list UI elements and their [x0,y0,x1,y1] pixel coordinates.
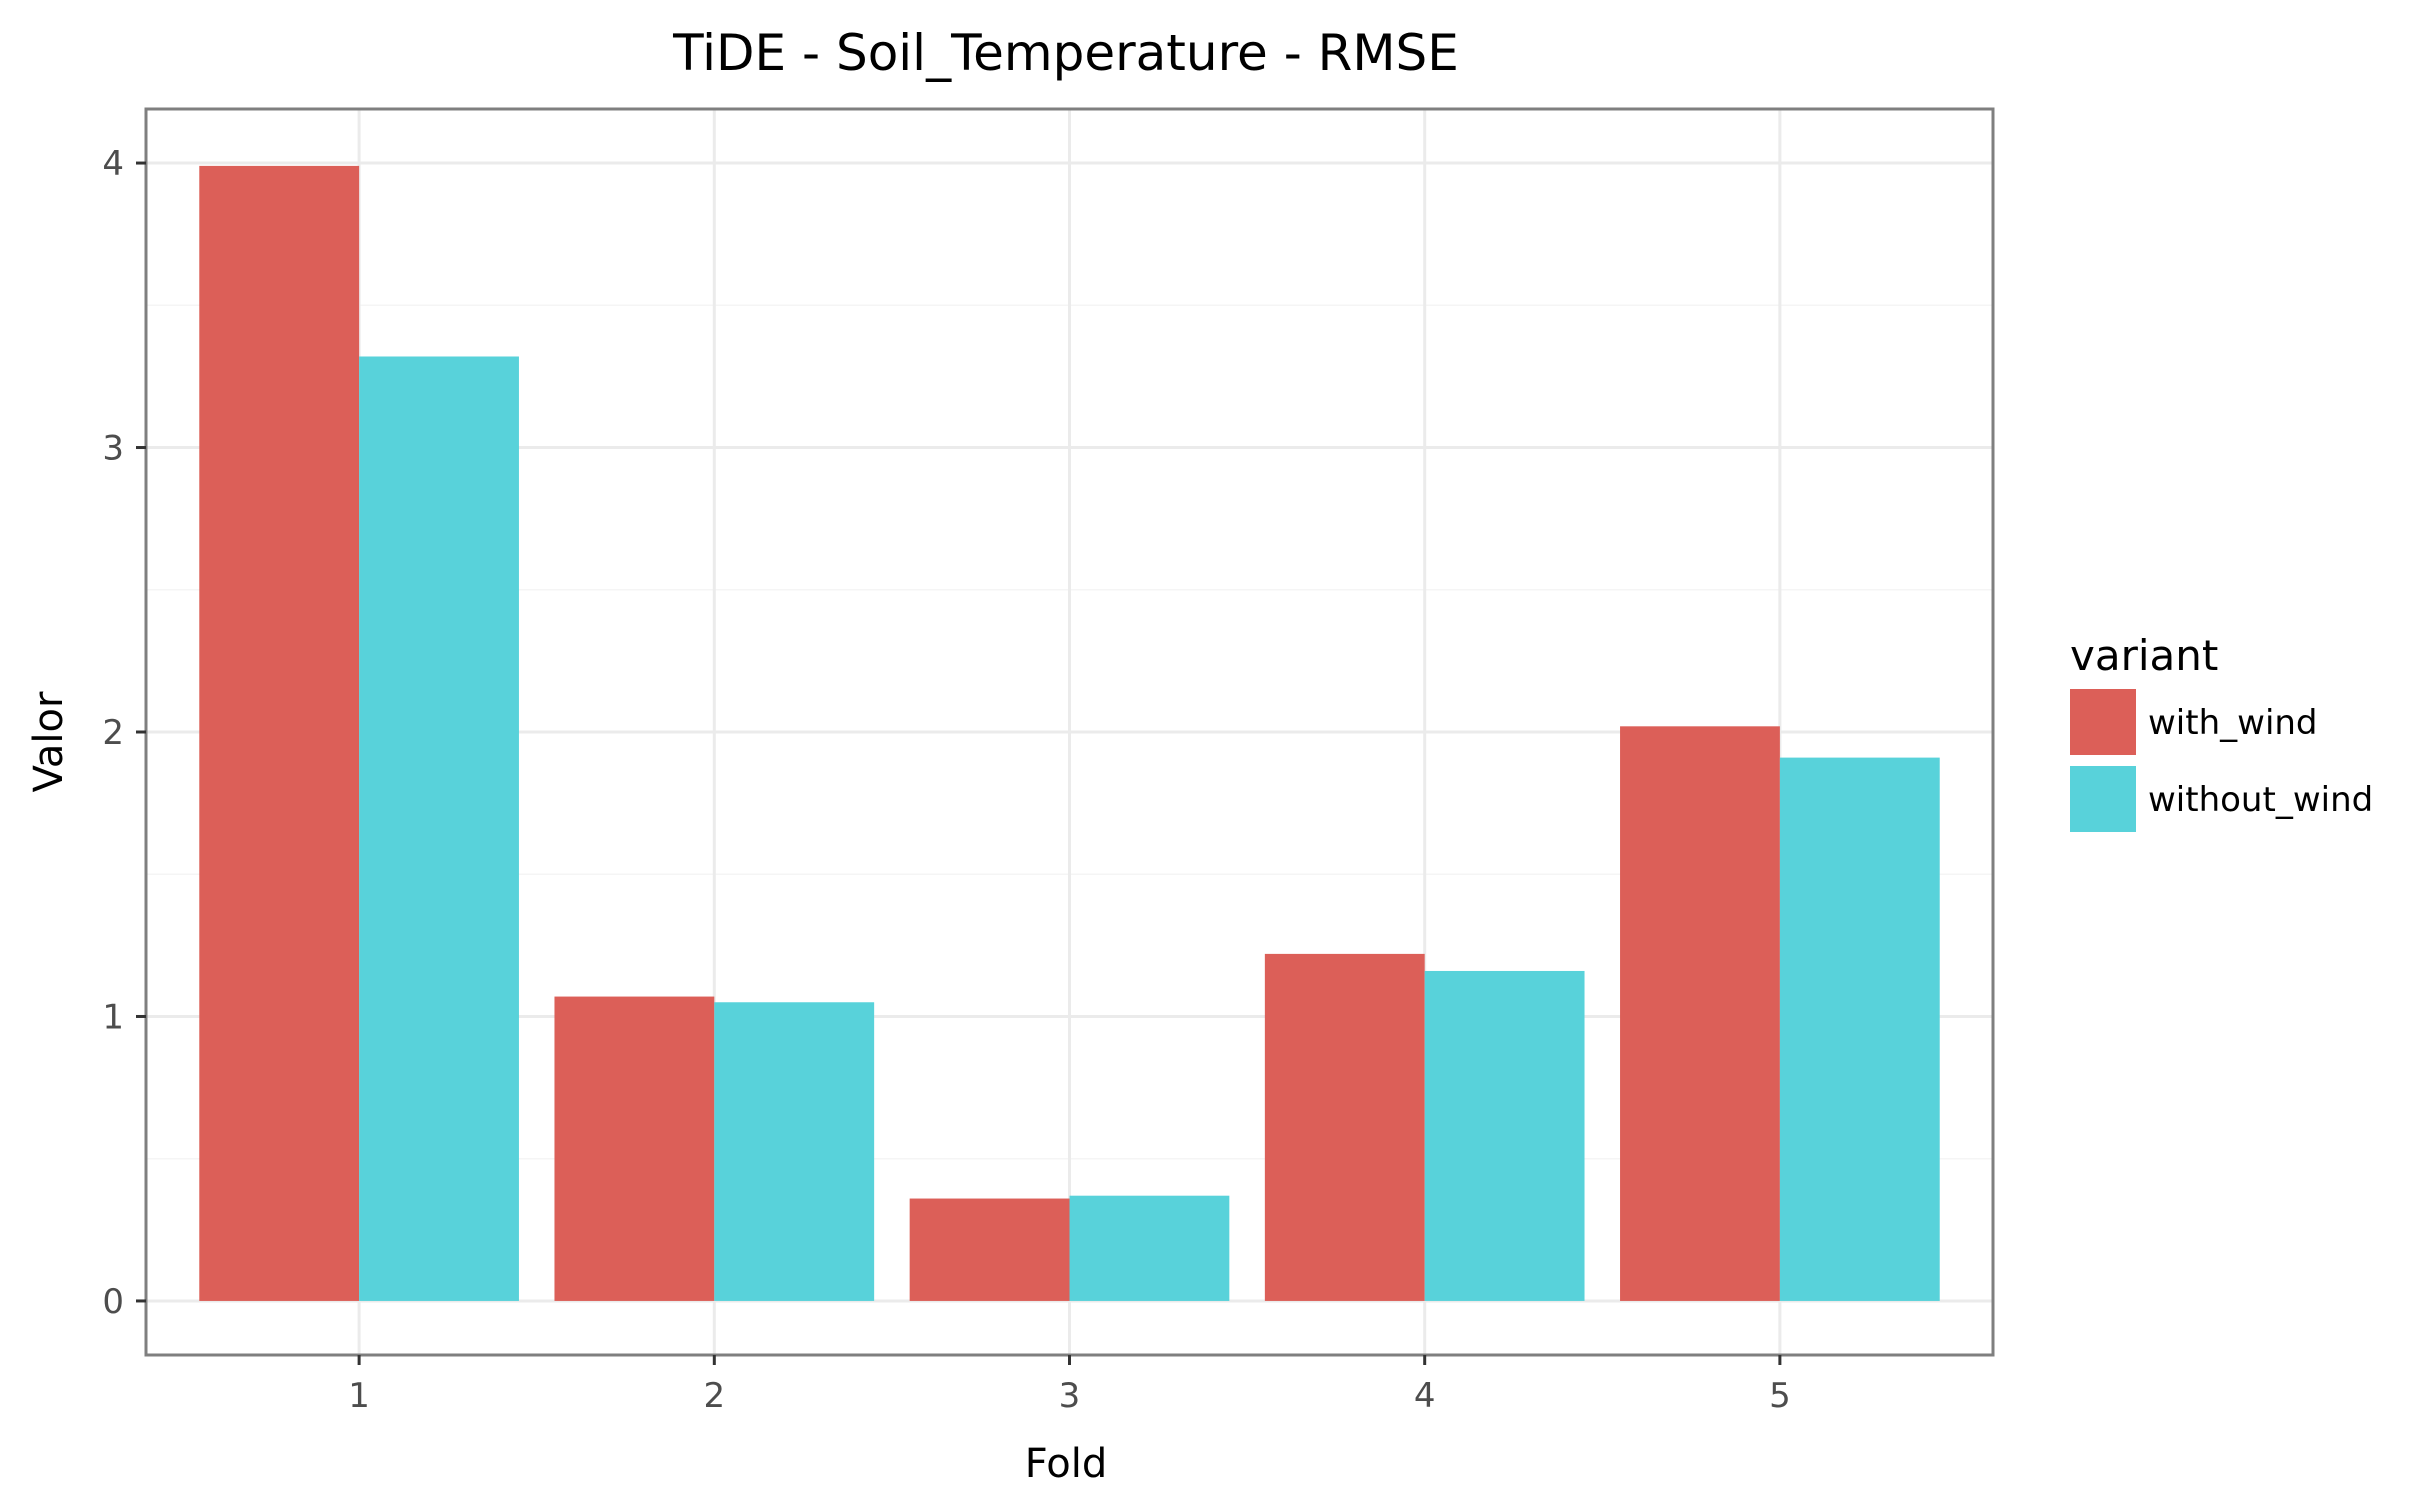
bar-without_wind-5 [1779,757,1940,1301]
x-axis-title: Fold [1025,1441,1108,1487]
bar-without_wind-4 [1424,970,1585,1301]
legend-label-without_wind: without_wind [2148,780,2373,820]
bar-with_wind-3 [909,1198,1070,1301]
legend-label-with_wind: with_wind [2148,703,2318,743]
bar-without_wind-2 [714,1002,875,1301]
bar-with_wind-2 [554,996,715,1301]
x-tick-label: 5 [1769,1376,1791,1416]
y-tick-label: 3 [102,429,124,469]
bar-without_wind-1 [359,356,519,1301]
y-tick-label: 1 [102,997,124,1037]
bars [199,165,1940,1301]
legend-key-without_wind [2070,766,2136,832]
bar-with_wind-5 [1620,726,1780,1301]
bar-with_wind-1 [199,165,360,1301]
legend-items: with_wind without_wind [2070,689,2373,832]
y-tick-label: 2 [102,713,124,753]
x-tick-label: 3 [1059,1376,1081,1416]
legend-title: variant [2070,631,2218,680]
chart-title: TiDE - Soil_Temperature - RMSE [672,24,1459,82]
legend-key-with_wind [2070,689,2136,755]
bar-without_wind-3 [1069,1195,1230,1301]
x-tick-label: 2 [703,1376,725,1416]
y-axis-title: Valor [26,691,72,792]
bar-with_wind-4 [1264,953,1425,1301]
axes: 0 1 2 3 4 1 2 3 4 5 [102,144,1790,1416]
x-tick-label: 1 [348,1376,370,1416]
y-tick-label: 4 [102,144,124,184]
x-tick-label: 4 [1414,1376,1436,1416]
legend: variant with_wind without_wind [2070,631,2373,832]
y-tick-label: 0 [102,1282,124,1322]
